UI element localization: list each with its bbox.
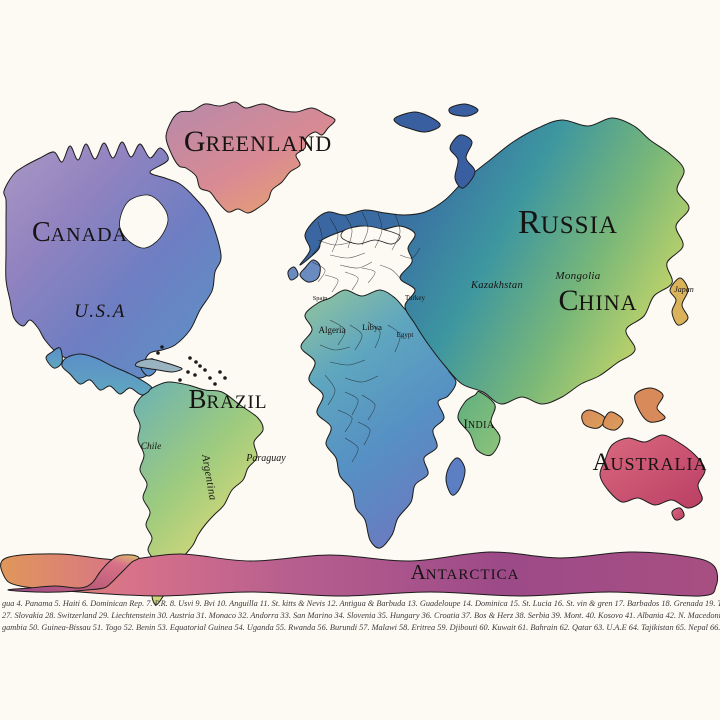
svg-text:AUSTRALIA: AUSTRALIA: [592, 449, 707, 476]
svg-text:27. Slovakia 28. Switzerland 2: 27. Slovakia 28. Switzerland 29. Liechte…: [2, 611, 720, 620]
svg-text:Libya: Libya: [362, 322, 382, 332]
svg-text:Japan: Japan: [674, 285, 694, 294]
svg-text:Mongolia: Mongolia: [554, 270, 600, 282]
svg-text:Egypt: Egypt: [397, 331, 414, 339]
svg-text:Kazakhstan: Kazakhstan: [470, 280, 523, 291]
svg-text:Turkey: Turkey: [405, 294, 425, 302]
svg-text:U.S.A: U.S.A: [74, 301, 126, 322]
svg-text:Chile: Chile: [141, 442, 162, 452]
svg-text:gua 4. Panama 5. Haiti 6. Domi: gua 4. Panama 5. Haiti 6. Dominican Rep.…: [2, 599, 720, 608]
svg-text:Paraguay: Paraguay: [245, 453, 286, 464]
svg-text:gambia 50. Guinea-Bissau 51. T: gambia 50. Guinea-Bissau 51. Togo 52. Be…: [2, 623, 720, 632]
svg-text:Algeria: Algeria: [319, 325, 346, 335]
svg-text:Spain: Spain: [313, 295, 329, 302]
